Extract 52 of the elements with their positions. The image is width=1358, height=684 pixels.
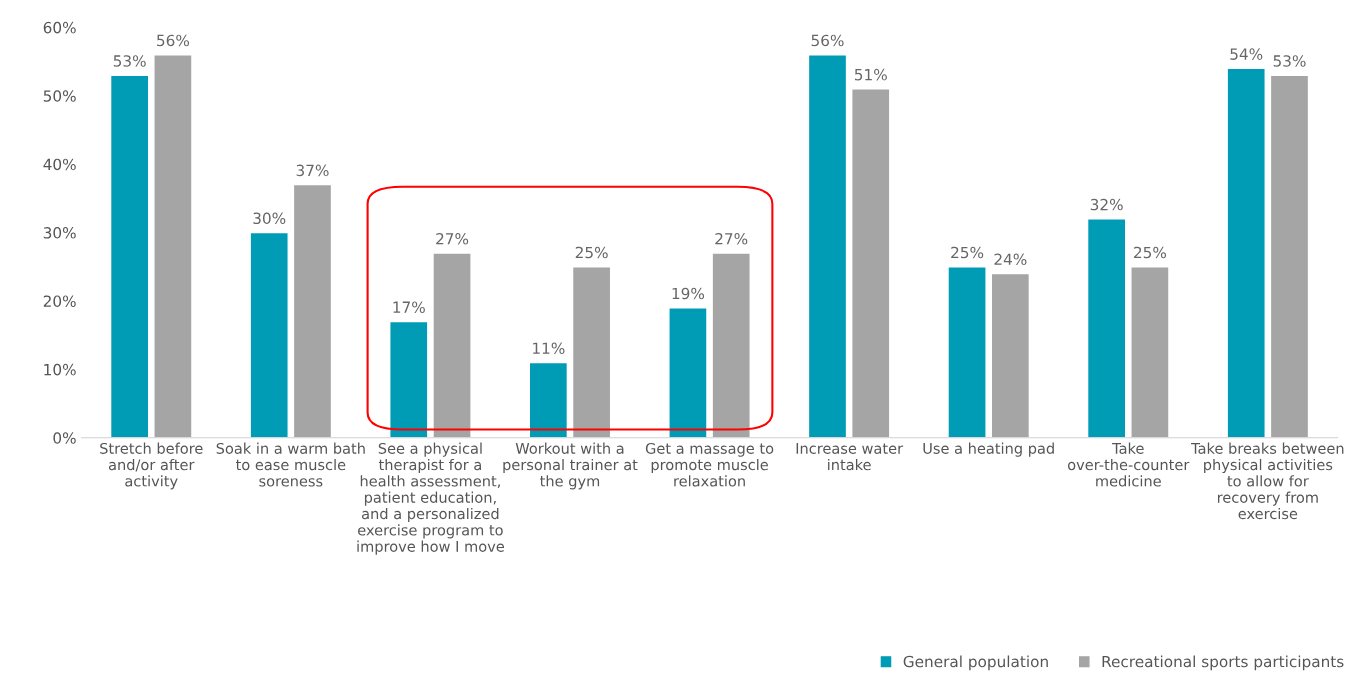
text: 27% xyxy=(715,233,748,245)
y-tick-label: 0% xyxy=(53,432,76,444)
bar xyxy=(249,231,289,438)
bar xyxy=(292,183,333,438)
y-tick-label: 30% xyxy=(43,227,76,239)
text: 53% xyxy=(113,55,146,67)
text: 11% xyxy=(533,342,565,354)
text: 32% xyxy=(1090,198,1123,211)
bar xyxy=(851,88,891,438)
bar xyxy=(109,74,150,438)
y-tick-label: 40% xyxy=(43,158,76,171)
text: 17% xyxy=(393,301,425,313)
text: 25% xyxy=(951,246,984,259)
x-tick-label: Take over-the-counter medicine xyxy=(1068,442,1190,487)
x-tick-label: Workout with a personal trainer at the gym xyxy=(503,442,638,490)
bar xyxy=(711,252,751,438)
text: 54% xyxy=(1230,48,1263,60)
text: 53% xyxy=(1273,55,1306,67)
bar xyxy=(389,320,429,438)
bar xyxy=(807,54,848,438)
x-tick-label: Use a heating pad xyxy=(923,442,1054,457)
bar xyxy=(1226,67,1266,438)
y-tick-label: 60% xyxy=(43,21,76,34)
text: 37% xyxy=(296,164,329,177)
x-tick-label: Increase water intake xyxy=(796,443,904,471)
text: 25% xyxy=(1134,246,1167,259)
x-tick-label: Stretch before and/or after activity xyxy=(100,442,203,490)
x-tick-label: Get a massage to promote muscle relaxation xyxy=(645,442,774,487)
text: 19% xyxy=(672,287,705,300)
text: 25% xyxy=(575,246,608,259)
text: 56% xyxy=(811,34,844,47)
bar xyxy=(1269,74,1310,438)
bar xyxy=(528,361,569,438)
bar xyxy=(432,252,472,438)
y-tick-label: 20% xyxy=(43,295,76,307)
y-tick-label: 50% xyxy=(43,90,76,102)
legend-label: Recreational sports participants xyxy=(1102,655,1344,671)
text: 24% xyxy=(994,253,1027,266)
bar xyxy=(668,307,708,438)
bar xyxy=(990,272,1031,438)
bar xyxy=(1086,218,1127,438)
text: 56% xyxy=(157,34,190,47)
bar xyxy=(947,266,987,438)
text: 27% xyxy=(436,233,469,245)
bar xyxy=(571,266,612,438)
text: 30% xyxy=(253,212,286,225)
legend-label: General population xyxy=(903,655,1048,671)
x-tick-label: Take breaks between physical activities to allow for recovery from exercise xyxy=(1191,442,1344,520)
y-tick-label: 10% xyxy=(44,363,76,376)
bar xyxy=(153,54,193,438)
text: 51% xyxy=(854,68,887,81)
bar xyxy=(1130,266,1170,438)
